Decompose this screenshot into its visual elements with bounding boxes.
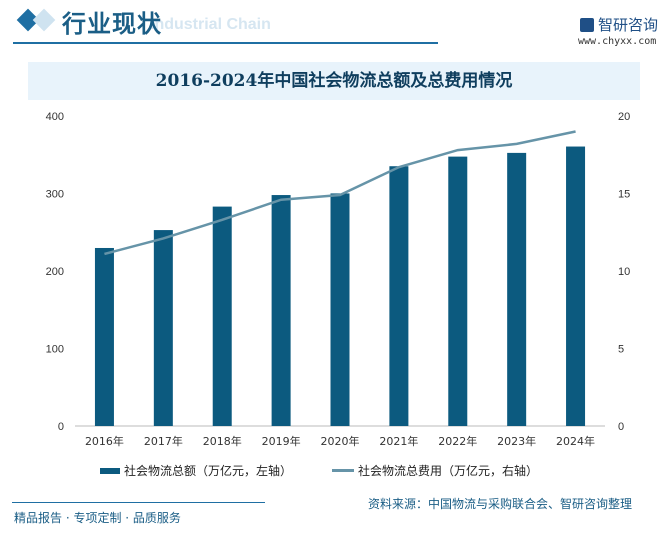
y-right-tick-label: 10 bbox=[618, 266, 630, 278]
chart-title: 2016-2024年中国社会物流总额及总费用情况 bbox=[28, 62, 640, 100]
legend-bar-swatch bbox=[100, 467, 120, 474]
footer-divider bbox=[12, 502, 265, 503]
bar bbox=[507, 152, 527, 426]
logo-url: www.chyxx.com bbox=[578, 36, 657, 47]
y-left-tick-label: 200 bbox=[46, 266, 64, 278]
x-tick-label: 2023年 bbox=[497, 434, 536, 448]
x-tick-label: 2017年 bbox=[144, 434, 183, 448]
bar bbox=[94, 247, 114, 426]
bar bbox=[448, 156, 468, 427]
header-divider bbox=[13, 42, 438, 44]
legend-label: 社会物流总费用（万亿元，右轴） bbox=[358, 464, 539, 478]
header-title: 行业现状 bbox=[62, 10, 162, 38]
y-left-tick-label: 0 bbox=[58, 421, 64, 433]
y-right-tick-label: 15 bbox=[618, 189, 630, 201]
y-left-tick-label: 400 bbox=[46, 111, 64, 123]
legend: 社会物流总额（万亿元，左轴） 社会物流总费用（万亿元，右轴） bbox=[100, 462, 538, 479]
footer-slogan: 精品报告 · 专项定制 · 品质服务 bbox=[14, 511, 181, 525]
x-tick-label: 2019年 bbox=[262, 434, 301, 448]
bar bbox=[330, 193, 350, 426]
x-tick-label: 2022年 bbox=[438, 434, 477, 448]
x-tick-label: 2018年 bbox=[203, 434, 242, 448]
x-tick-label: 2021年 bbox=[379, 434, 418, 448]
y-right-tick-label: 20 bbox=[618, 111, 630, 123]
legend-line-swatch bbox=[332, 469, 355, 472]
bar bbox=[153, 230, 173, 426]
x-tick-label: 2024年 bbox=[556, 434, 595, 448]
x-tick-label: 2016年 bbox=[85, 434, 124, 448]
legend-label: 社会物流总额（万亿元，左轴） bbox=[124, 464, 293, 478]
legend-item-total: 社会物流总额（万亿元，左轴） bbox=[100, 462, 292, 479]
source-note: 资料来源：中国物流与采购联合会、智研咨询整理 bbox=[368, 497, 633, 511]
y-right-tick-label: 0 bbox=[618, 421, 624, 433]
header-subtitle: Industrial Chain bbox=[150, 16, 271, 33]
logo-icon bbox=[580, 17, 594, 32]
bar bbox=[271, 195, 291, 426]
bar bbox=[212, 206, 232, 426]
bar bbox=[566, 146, 586, 426]
logo-text: 智研咨询 bbox=[598, 16, 659, 34]
x-tick-label: 2020年 bbox=[321, 434, 360, 448]
bar bbox=[389, 166, 409, 426]
y-left-tick-label: 300 bbox=[46, 189, 64, 201]
y-right-tick-label: 5 bbox=[618, 344, 624, 356]
legend-item-cost: 社会物流总费用（万亿元，右轴） bbox=[332, 462, 538, 479]
logo: 智研咨询 bbox=[580, 14, 658, 35]
y-left-tick-label: 100 bbox=[46, 344, 64, 356]
